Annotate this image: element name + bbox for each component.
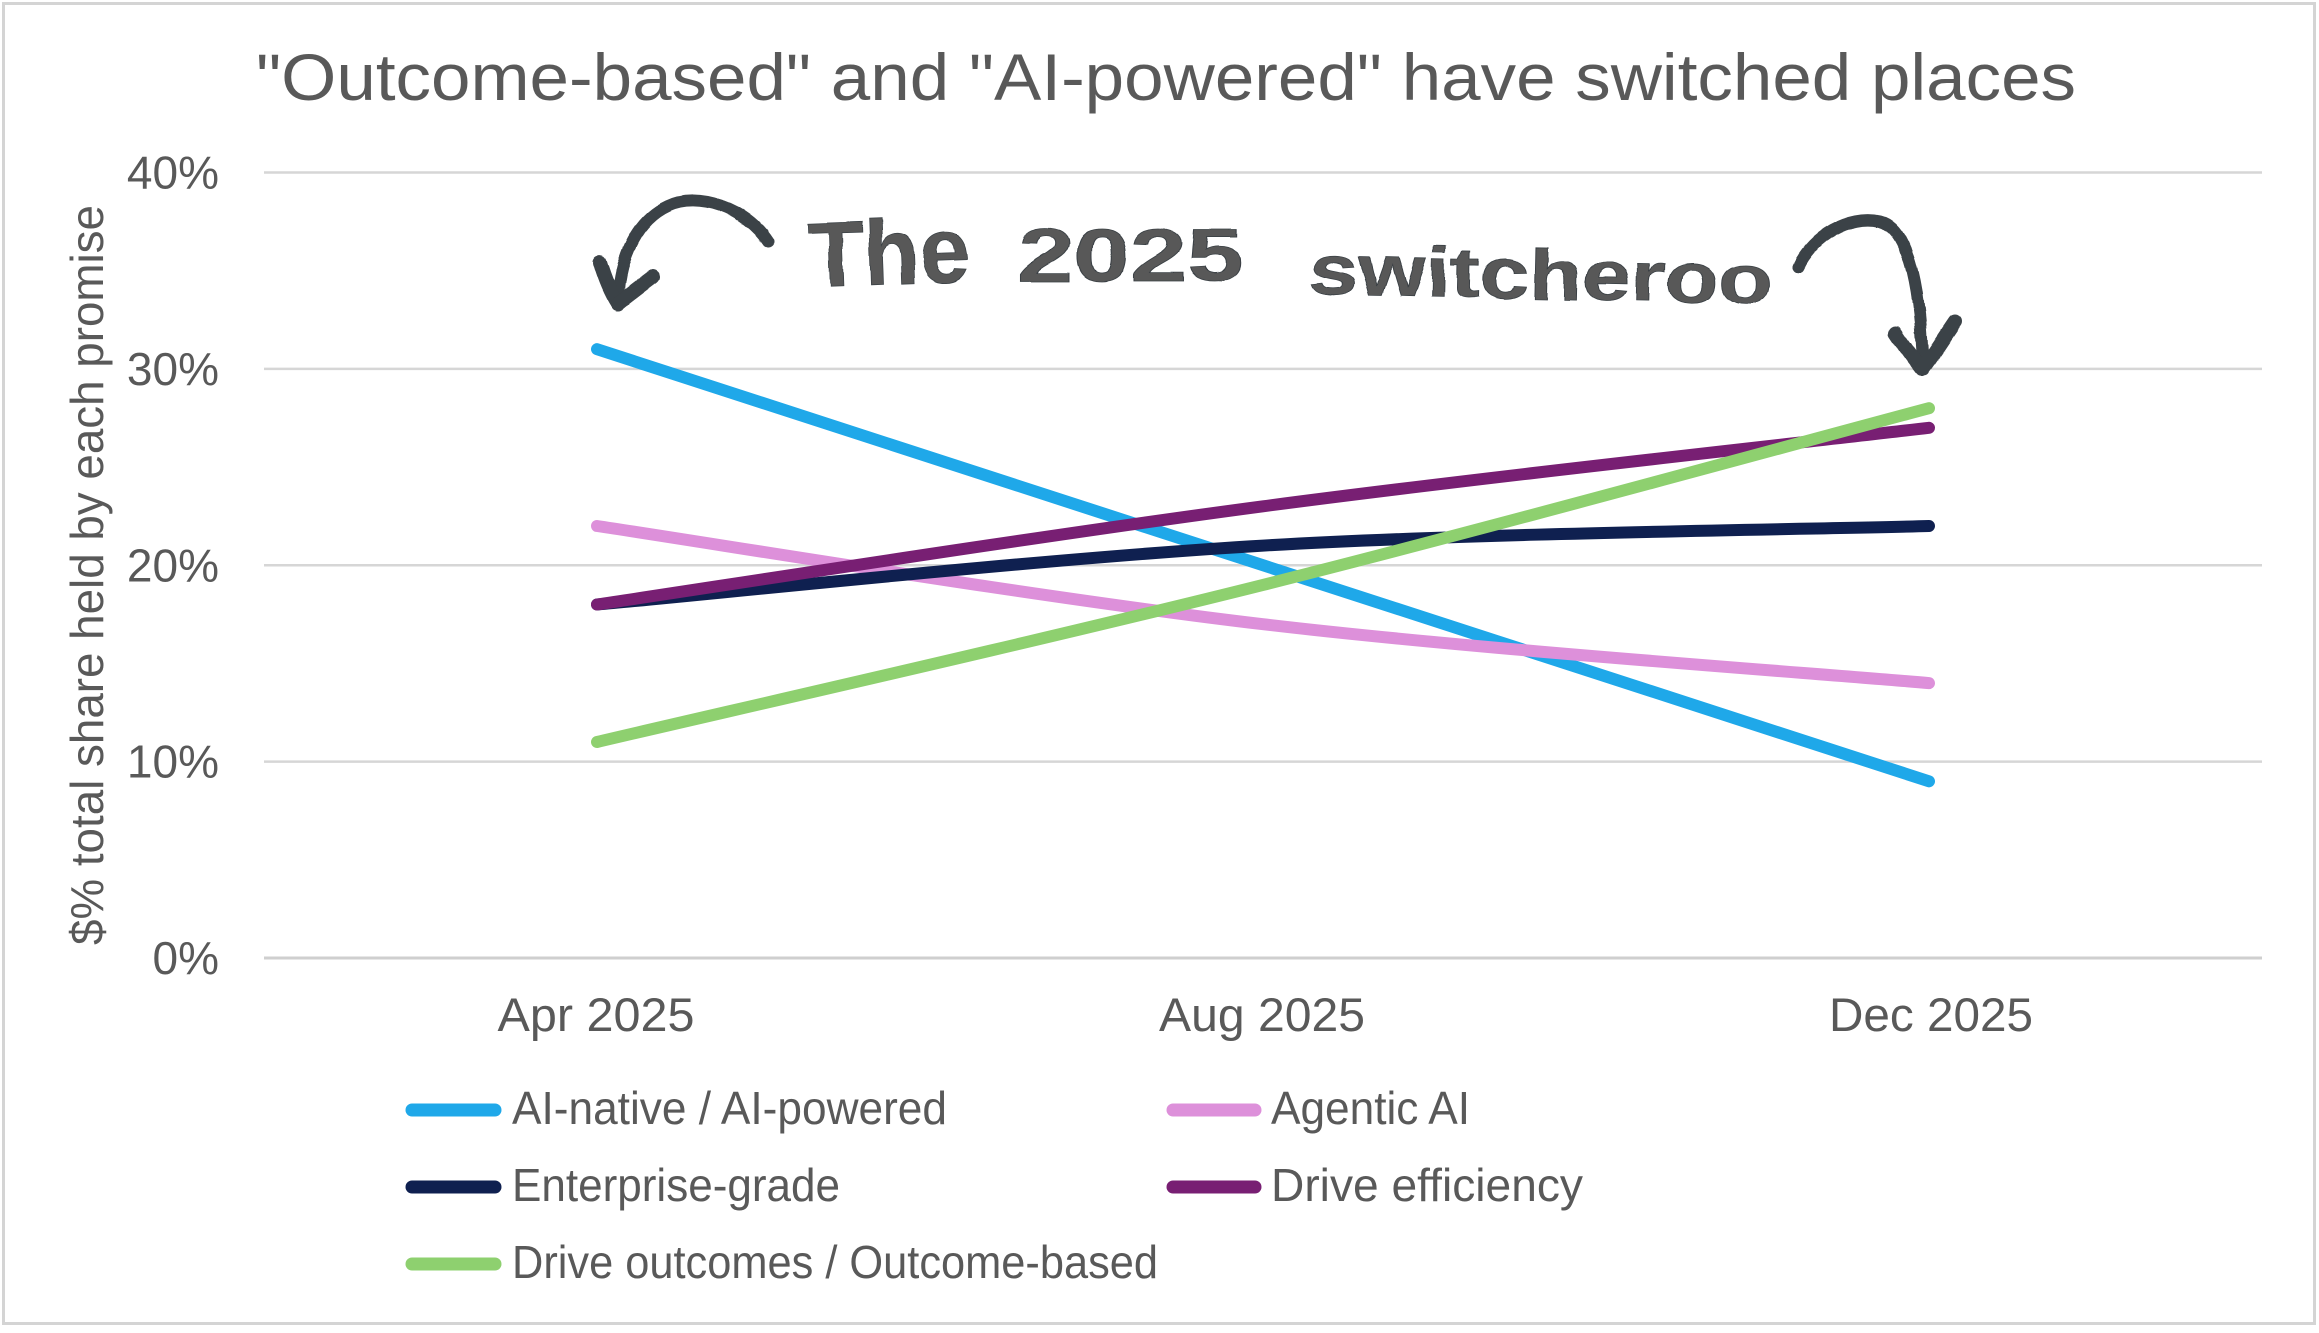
svg-text:40%: 40% [127, 147, 219, 199]
svg-text:"Outcome-based" and "AI-powere: "Outcome-based" and "AI-powered" have sw… [256, 40, 2076, 114]
svg-text:Drive outcomes / Outcome-based: Drive outcomes / Outcome-based [512, 1236, 1158, 1288]
svg-text:Enterprise-grade: Enterprise-grade [512, 1159, 840, 1211]
svg-text:Aug 2025: Aug 2025 [1159, 988, 1365, 1041]
svg-text:$% total share held by each pr: $% total share held by each promise [61, 205, 113, 945]
svg-text:The: The [806, 199, 971, 307]
svg-text:30%: 30% [127, 343, 219, 395]
svg-text:AI-native / AI-powered: AI-native / AI-powered [512, 1082, 947, 1134]
svg-text:switcheroo: switcheroo [1309, 231, 1774, 320]
svg-text:20%: 20% [127, 539, 219, 591]
svg-text:Dec 2025: Dec 2025 [1829, 988, 2033, 1041]
svg-text:Apr 2025: Apr 2025 [498, 988, 695, 1041]
svg-text:Agentic AI: Agentic AI [1271, 1082, 1470, 1134]
svg-text:10%: 10% [127, 736, 219, 788]
svg-text:Drive efficiency: Drive efficiency [1271, 1159, 1583, 1211]
svg-text:0%: 0% [153, 932, 219, 984]
svg-text:2025: 2025 [1017, 214, 1243, 297]
